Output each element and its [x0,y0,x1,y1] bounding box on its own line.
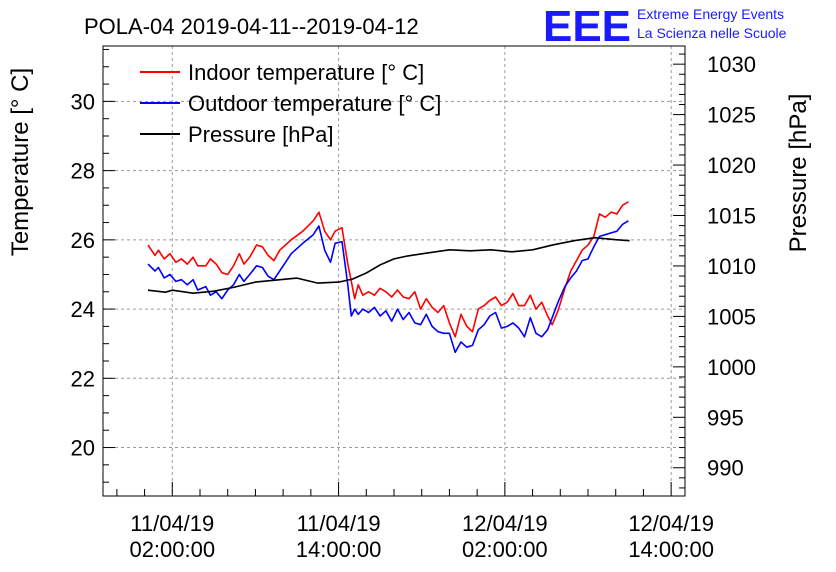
legend-label-indoor-temperature: Indoor temperature [° C] [188,60,424,85]
x-tick-label-time: 14:00:00 [628,537,714,562]
y2-tick-label: 1020 [707,153,756,178]
logo-line-1: Extreme Energy Events [637,6,784,22]
legend-label-pressure: Pressure [hPa] [188,122,334,147]
x-axis: 11/04/1902:00:0011/04/1914:00:0012/04/19… [116,482,714,562]
y2-tick-label: 1010 [707,254,756,279]
y2-tick-label: 1030 [707,52,756,77]
eee-logo: EEE Extreme Energy Events La Scienza nel… [543,2,787,51]
y-tick-label: 20 [71,436,95,461]
series-layer [147,201,630,354]
series-line-indoor-temperature [147,201,629,338]
right-axis: 990 995 1000 1005 1010 1015 1020 1025 1030 [673,52,756,489]
series-line-pressure [147,236,630,295]
y2-tick-label: 1025 [707,103,756,128]
x-tick-label-time: 02:00:00 [129,537,215,562]
y-tick-label: 22 [71,366,95,391]
legend-label-outdoor-temperature: Outdoor temperature [° C] [188,91,441,116]
left-axis: 20 22 24 26 28 30 [71,48,115,483]
grid [103,46,685,496]
y-tick-label: 30 [71,89,95,114]
y2-tick-label: 1000 [707,355,756,380]
x-tick-label-date: 12/04/19 [628,511,714,536]
y-axis-title: Temperature [° C] [7,68,34,256]
logo-line-2: La Scienza nelle Scuole [637,25,787,41]
y-tick-label: 28 [71,159,95,184]
x-tick-label-date: 11/04/19 [297,511,381,536]
y2-tick-label: 990 [707,456,744,481]
y-tick-label: 26 [71,228,95,253]
y-tick-label: 24 [71,297,95,322]
x-tick-label-date: 11/04/19 [130,511,214,536]
x-tick-label-date: 12/04/19 [462,511,548,536]
y2-tick-label: 1005 [707,304,756,329]
legend: Indoor temperature [° C] Outdoor temperat… [140,60,441,147]
series-line-outdoor-temperature [147,220,629,354]
chart-title: POLA-04 2019-04-11--2019-04-12 [84,14,419,39]
y2-tick-label: 995 [707,405,744,430]
x-tick-label-time: 14:00:00 [296,537,382,562]
y2-axis-title: Pressure [hPa] [785,94,812,253]
y2-tick-label: 1015 [707,204,756,229]
x-tick-label-time: 02:00:00 [462,537,548,562]
logo-text: EEE [543,2,631,51]
